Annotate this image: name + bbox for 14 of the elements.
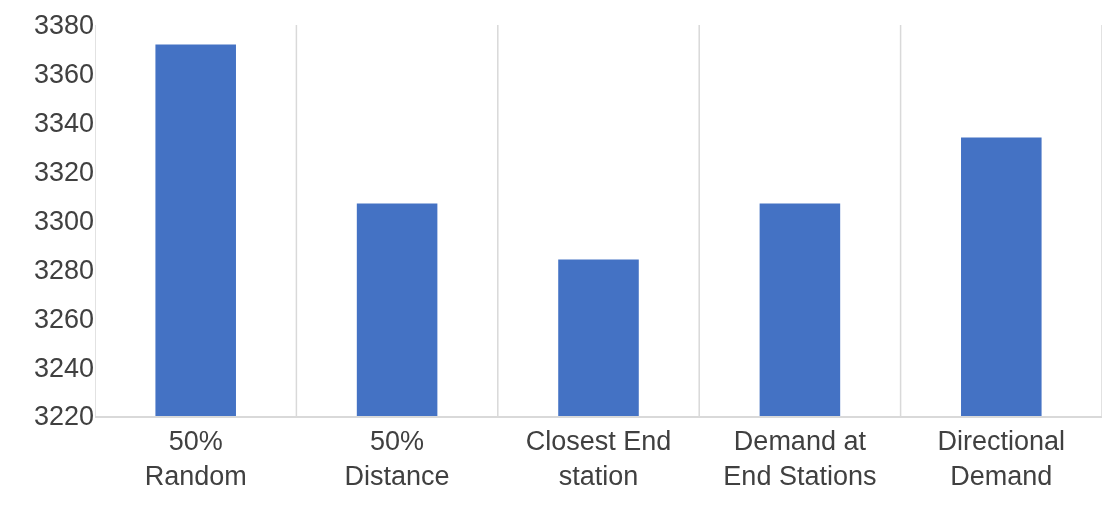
y-tick-label: 3240 bbox=[33, 352, 94, 383]
y-tick-label: 3320 bbox=[33, 157, 94, 188]
y-tick-label: 3360 bbox=[33, 59, 94, 90]
y-tick-label: 3280 bbox=[33, 254, 94, 285]
y-tick-label: 3340 bbox=[33, 108, 94, 139]
x-tick-label: Directional Demand bbox=[937, 425, 1066, 491]
x-tick-label: Closest End station bbox=[525, 425, 672, 491]
x-tick-label: 50% Random bbox=[144, 425, 247, 491]
y-tick-label: 3300 bbox=[33, 205, 94, 236]
x-tick-label: 50% Distance bbox=[344, 425, 450, 491]
y-tick-label: 3260 bbox=[33, 303, 94, 334]
y-tick-label: 3380 bbox=[33, 10, 94, 41]
y-tick-label: 3220 bbox=[33, 401, 94, 432]
x-tick-label: Demand at End Stations bbox=[723, 425, 877, 491]
